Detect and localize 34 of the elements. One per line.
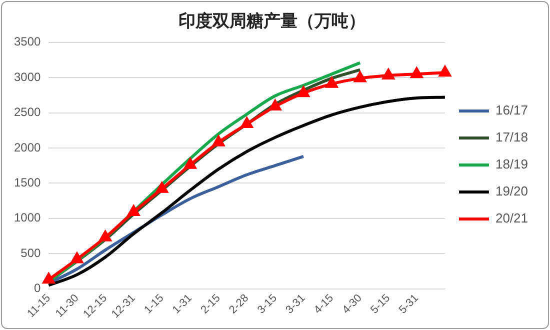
y-tick-label: 500 [20,246,42,260]
y-tick-label: 2000 [14,140,42,154]
line-series [47,96,446,287]
point [212,136,224,146]
legend-label: 18/19 [495,156,528,172]
point [298,86,310,98]
y-tick-label: 2500 [14,105,42,120]
point [241,118,253,128]
point [128,206,140,216]
y-tick-label: 3000 [14,70,42,84]
x-tick-label: 3-31 [284,292,308,316]
point [410,68,422,78]
y-tick-label: 0 [34,281,42,296]
point [439,66,451,77]
legend-label: 19/20 [495,184,528,199]
point [269,100,281,110]
y-tick-label: 1500 [14,175,42,190]
x-tick-label: 5-31 [396,292,421,316]
legend-label: 20/21 [495,210,528,226]
x-tick-label: 4-30 [340,292,364,316]
point [71,252,83,264]
point [354,72,366,82]
point [382,68,394,80]
point [184,158,196,169]
chart-title: 印度双周糖产量（万吨） [178,12,366,32]
y-tick-label: 3500 [14,34,42,49]
point [326,77,338,88]
legend-label: 17/18 [495,130,528,145]
point [42,273,55,284]
point [99,230,112,242]
point [156,182,168,193]
y-tick-label: 1000 [14,210,42,225]
x-tick-label: 1-31 [170,292,194,316]
legend-label: 16/17 [495,102,528,118]
